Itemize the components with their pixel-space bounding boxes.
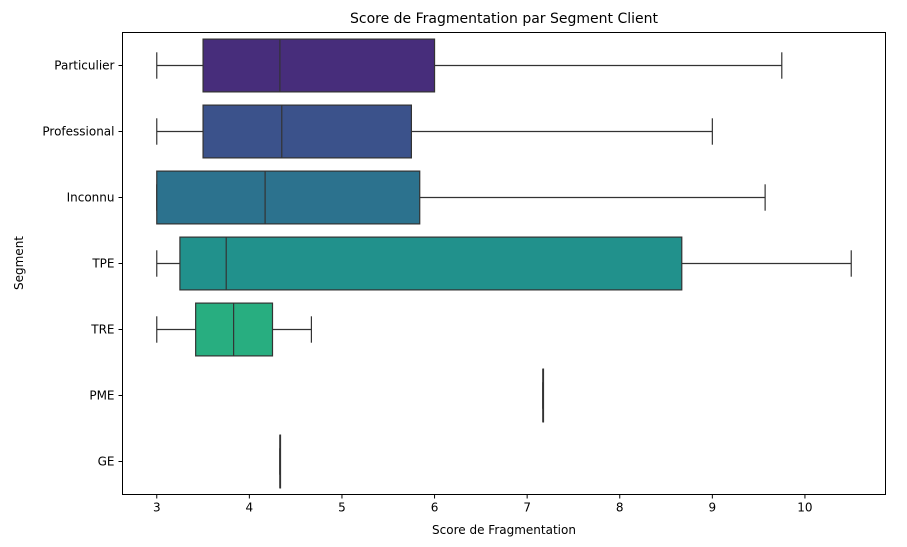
y-tick-label-ge: GE [98, 455, 115, 469]
box-group-professional [156, 104, 713, 159]
box-particulier [202, 38, 436, 93]
axes: Particulier Professional Inconnu TPE TRE PME G… [42, 59, 812, 515]
y-tick-label-professional: Professional [42, 125, 114, 139]
y-tick-label-particulier: Particulier [54, 59, 114, 73]
x-tick-label-8: 8 [616, 501, 624, 515]
box-inconnu [156, 170, 421, 225]
y-tick-label-inconnu: Inconnu [67, 191, 115, 205]
box-group-tre [156, 302, 312, 357]
box-group-tpe [156, 236, 852, 291]
y-axis-label: Segment [12, 236, 26, 290]
box-group-inconnu [156, 170, 766, 225]
x-tick-label-3: 3 [153, 501, 161, 515]
chart-title: Score de Fragmentation par Segment Clien… [350, 11, 658, 27]
box-group-ge [279, 434, 282, 489]
x-axis-label: Score de Fragmentation [432, 523, 576, 537]
x-tick-label-6: 6 [431, 501, 439, 515]
plot-area [156, 38, 852, 489]
box-group-pme [542, 368, 545, 423]
box-tpe [179, 236, 683, 291]
box-group-particulier [156, 38, 783, 93]
x-tick-label-10: 10 [797, 501, 812, 515]
box-professional [202, 104, 413, 159]
y-tick-label-tre: TRE [90, 323, 114, 337]
y-tick-label-tpe: TPE [91, 257, 114, 271]
x-tick-label-9: 9 [709, 501, 717, 515]
y-tick-label-pme: PME [89, 389, 114, 403]
x-tick-label-7: 7 [523, 501, 531, 515]
x-tick-label-4: 4 [246, 501, 254, 515]
x-tick-label-5: 5 [338, 501, 346, 515]
